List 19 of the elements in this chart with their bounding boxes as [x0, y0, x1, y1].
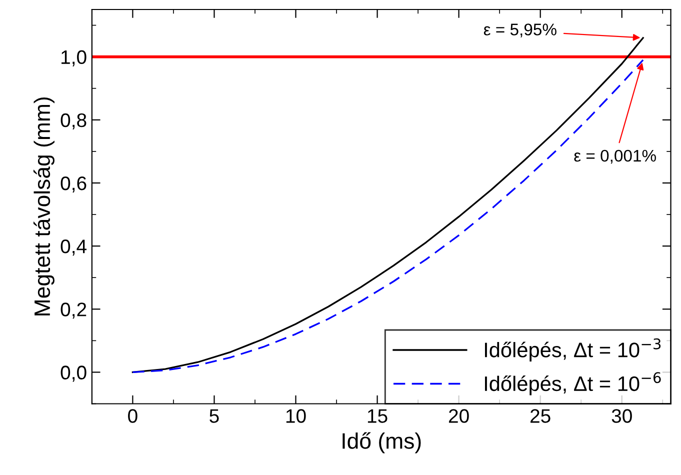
annotation: ε = 0,001% — [574, 150, 656, 164]
y-tick-label: 1,0 — [62, 50, 86, 66]
y-tick-label: 0,8 — [60, 113, 86, 130]
annotation: ε = 5,95% — [484, 24, 556, 38]
y-axis-title: Megtett távolság (mm) — [34, 97, 54, 316]
x-tick-label: 20 — [448, 409, 469, 423]
x-tick-label: 25 — [530, 409, 550, 423]
x-tick-label: 30 — [612, 409, 632, 423]
y-tick-label: 0,2 — [60, 302, 86, 319]
legend-label: Időlépés, Δt = 10$^{−3}$ — [485, 338, 661, 362]
x-tick-label: 10 — [286, 409, 306, 423]
y-tick-label: 0,0 — [60, 366, 86, 382]
y-tick-label: 0,6 — [60, 176, 86, 193]
x-axis-title: Idő (ms) — [342, 432, 421, 454]
x-tick-label: 15 — [368, 409, 388, 423]
y-tick-label: 0,4 — [60, 240, 87, 256]
legend-label: Időlépés, Δt = 10$^{−6}$ — [485, 372, 661, 396]
x-tick-label: 5 — [210, 409, 219, 423]
x-tick-label: 0 — [128, 409, 138, 423]
